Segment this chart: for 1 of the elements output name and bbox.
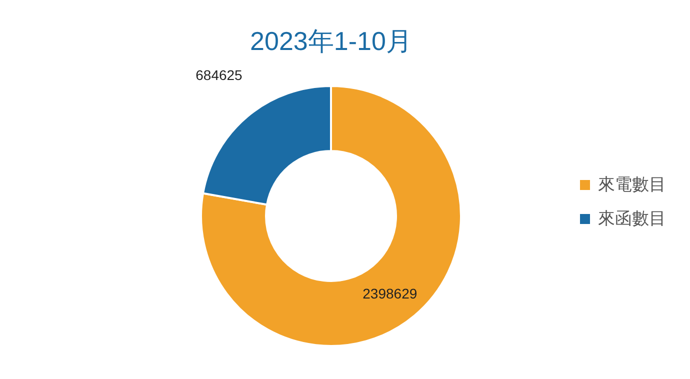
title: 2023年1-10月 <box>250 26 412 56</box>
